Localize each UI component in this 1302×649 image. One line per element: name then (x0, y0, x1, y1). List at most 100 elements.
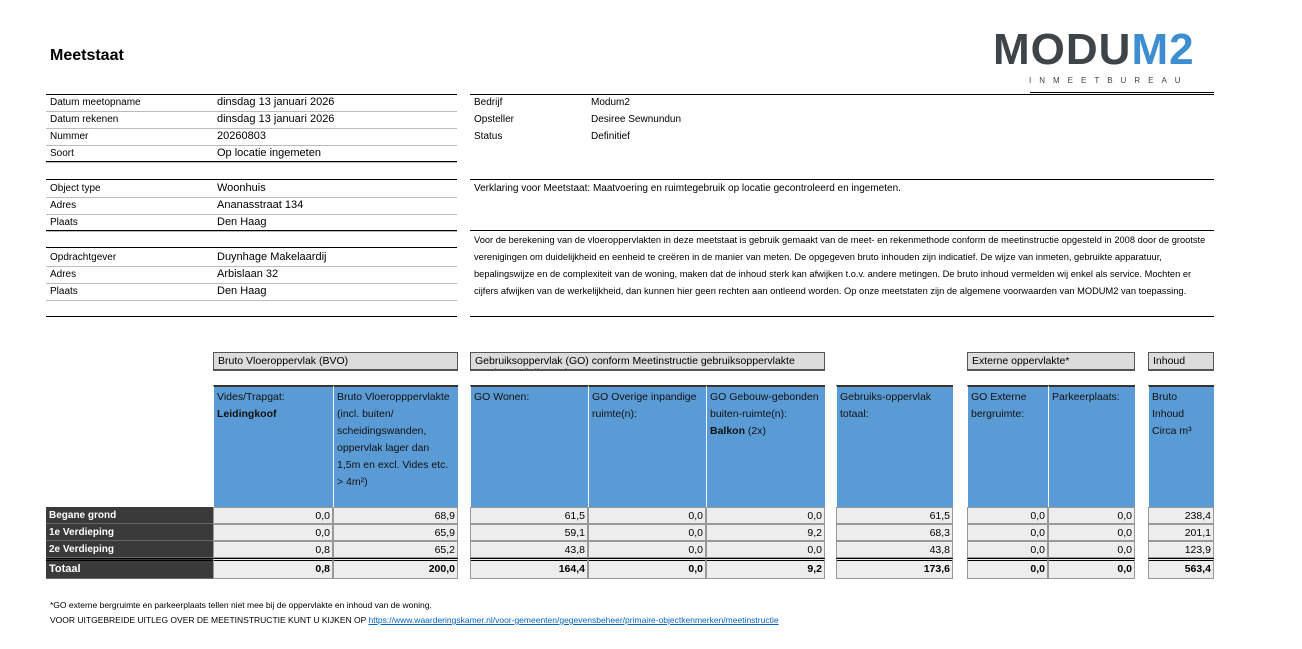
info-value: Den Haag (217, 216, 267, 228)
table-cell: 238,4 (1148, 507, 1214, 524)
total-cell: 173,6 (836, 558, 953, 579)
info-value: Modum2 (591, 97, 630, 108)
table-cell: 0,0 (967, 524, 1048, 541)
logo-subtitle: INMEETBUREAU (1029, 76, 1189, 85)
table-cell: 0,0 (1048, 541, 1135, 558)
column-header-bold: Balkon (710, 425, 746, 437)
column-header: GO Externe bergruimte: (967, 385, 1048, 507)
row-divider (46, 283, 457, 284)
row-divider (46, 128, 457, 129)
divider-line (46, 94, 457, 95)
group-header: Gebruiksoppervlak (GO) conform Meetinstr… (470, 352, 825, 371)
table-cell: 201,1 (1148, 524, 1214, 541)
row-divider (46, 214, 457, 215)
table-cell: 0,0 (588, 524, 706, 541)
info-value: Ananasstraat 134 (217, 199, 304, 211)
column-header-text: Parkeerplaats: (1052, 391, 1120, 403)
info-label: Opsteller (474, 114, 515, 125)
column-header-bold: Leidingkoof (217, 408, 277, 420)
info-label: Soort (50, 148, 74, 159)
total-cell: 9,2 (706, 558, 825, 579)
divider-line (46, 179, 457, 180)
meetinstructie-link[interactable]: https://www.waarderingskamer.nl/voor-gem… (368, 615, 779, 625)
info-value: Duynhage Makelaardij (217, 251, 327, 263)
divider-line (1030, 92, 1214, 93)
page-title: Meetstaat (50, 47, 124, 64)
column-header-text: GO Overige inpandige ruimte(n): (592, 391, 697, 420)
total-cell: 0,0 (967, 558, 1048, 579)
info-value: dinsdag 13 januari 2026 (217, 96, 335, 108)
table-cell: 0,0 (213, 524, 333, 541)
table-cell: 68,9 (333, 507, 458, 524)
table-cell: 0,0 (588, 541, 706, 558)
info-label: Status (474, 131, 503, 142)
column-header-text: GO Gebouw-gebonden buiten-ruimte(n): (710, 391, 819, 420)
row-divider (46, 266, 457, 267)
link-line: VOOR UITGEBREIDE UITLEG OVER DE MEETINST… (50, 615, 779, 625)
info-value: Op locatie ingemeten (217, 147, 321, 159)
info-value: Woonhuis (217, 182, 266, 194)
table-cell: 123,9 (1148, 541, 1214, 558)
total-cell: 164,4 (470, 558, 588, 579)
row-divider (46, 231, 457, 232)
verklaring-text: Verklaring voor Meetstaat: Maatvoering e… (474, 183, 901, 194)
table-cell: 0,0 (967, 541, 1048, 558)
column-header-text: Bruto Inhoud Circa m³ (1152, 391, 1192, 437)
row-label: Begane grond (46, 507, 213, 524)
table-cell: 0,0 (967, 507, 1048, 524)
info-label: Bedrijf (474, 97, 503, 108)
table-cell: 0,8 (213, 541, 333, 558)
total-cell: 0,0 (588, 558, 706, 579)
column-header-text: Gebruiks-oppervlak totaal: (840, 391, 932, 420)
row-label: 2e Verdieping (46, 541, 213, 558)
divider-line (470, 230, 1214, 231)
info-label: Object type (50, 183, 101, 194)
info-value: Den Haag (217, 285, 267, 297)
column-header-text: Bruto Vloeropppervlakte (incl. buiten/ s… (337, 391, 450, 488)
info-label: Adres (50, 200, 77, 211)
table-cell: 68,3 (836, 524, 953, 541)
total-cell: 563,4 (1148, 558, 1214, 579)
info-label: Opdrachtgever (50, 252, 117, 263)
total-cell: 0,8 (213, 558, 333, 579)
column-header: Gebruiks-oppervlak totaal: (836, 385, 953, 507)
info-label: Datum rekenen (50, 114, 119, 125)
column-header: GO Overige inpandige ruimte(n): (588, 385, 706, 507)
table-cell: 0,0 (213, 507, 333, 524)
column-header-text: GO Externe bergruimte: (971, 391, 1027, 420)
info-label: Plaats (50, 286, 78, 297)
column-header: GO Wonen: (470, 385, 588, 507)
info-label: Nummer (50, 131, 89, 142)
table-cell: 61,5 (836, 507, 953, 524)
table-cell: 65,2 (333, 541, 458, 558)
divider-line (470, 316, 1214, 317)
divider-line (46, 247, 457, 248)
column-header: GO Gebouw-gebonden buiten-ruimte(n): Balk… (706, 385, 825, 507)
total-label: Totaal (46, 558, 213, 579)
table-cell: 65,9 (333, 524, 458, 541)
modum2-logo: MODUM2 INMEETBUREAU (993, 28, 1217, 88)
column-header-text: GO Wonen: (474, 391, 530, 403)
table-cell: 59,1 (470, 524, 588, 541)
info-value: Definitief (591, 131, 630, 142)
row-divider (46, 162, 457, 163)
footnote: *GO externe bergruimte en parkeerplaats … (50, 600, 432, 610)
table-cell: 0,0 (706, 507, 825, 524)
column-header-suffix: (2x) (745, 425, 767, 437)
group-header: Externe oppervlakte* (967, 352, 1135, 371)
total-cell: 0,0 (1048, 558, 1135, 579)
table-cell: 43,8 (836, 541, 953, 558)
column-header: Parkeerplaats: (1048, 385, 1135, 507)
table-cell: 9,2 (706, 524, 825, 541)
group-header: Inhoud (1148, 352, 1214, 371)
info-label: Adres (50, 269, 77, 280)
group-header: Bruto Vloeroppervlak (BVO) (213, 352, 458, 371)
info-label: Plaats (50, 217, 78, 228)
table-cell: 43,8 (470, 541, 588, 558)
divider-line (46, 230, 457, 231)
divider-line (470, 179, 1214, 180)
divider-line (46, 161, 457, 162)
table-cell: 0,0 (1048, 507, 1135, 524)
disclaimer-text: Voor de berekening van de vloeroppervlak… (474, 235, 1206, 296)
